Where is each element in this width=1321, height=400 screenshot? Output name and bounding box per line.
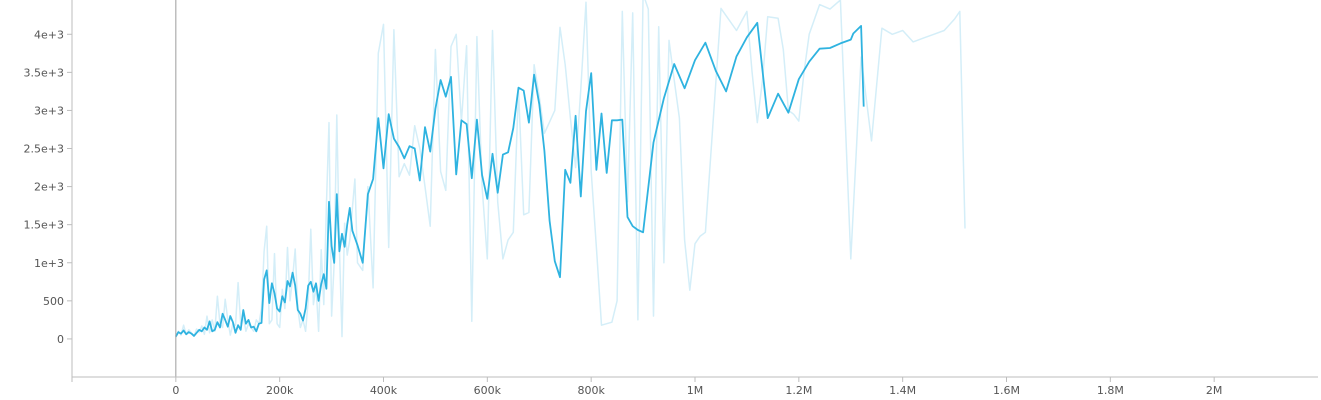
x-tick-label: 1.4M bbox=[889, 384, 916, 397]
x-tick-label: 1.8M bbox=[1097, 384, 1124, 397]
y-tick-label: 4e+3 bbox=[34, 28, 64, 41]
raw-series-layer bbox=[175, 0, 966, 338]
y-tick-label: 1.5e+3 bbox=[24, 219, 64, 232]
axes: 0 200k 400k 600k 800k 1M 1.2M 1.4M 1.6M 1.8M 2M 0 50… bbox=[24, 0, 1318, 397]
x-tick-label: 0 bbox=[172, 384, 179, 397]
x-tick-label: 200k bbox=[266, 384, 294, 397]
x-tick-label: 1.6M bbox=[993, 384, 1020, 397]
smoothed-series-layer bbox=[175, 21, 865, 338]
y-tick-label: 0 bbox=[57, 333, 64, 346]
x-tick-label: 400k bbox=[370, 384, 398, 397]
y-tick-label: 2.5e+3 bbox=[24, 143, 64, 156]
y-tick-label: 3e+3 bbox=[34, 104, 64, 117]
y-tick-label: 500 bbox=[43, 295, 64, 308]
x-tick-label: 600k bbox=[474, 384, 502, 397]
x-tick-label: 1.2M bbox=[785, 384, 812, 397]
x-tick-label: 1M bbox=[687, 384, 704, 397]
smoothed-series-line bbox=[175, 21, 865, 338]
y-tick-label: 3.5e+3 bbox=[24, 66, 64, 79]
x-tick-label: 2M bbox=[1206, 384, 1223, 397]
y-tick-label: 1e+3 bbox=[34, 257, 64, 270]
y-tick-label: 2e+3 bbox=[34, 181, 64, 194]
x-tick-label: 800k bbox=[577, 384, 605, 397]
raw-series-line bbox=[175, 0, 966, 338]
